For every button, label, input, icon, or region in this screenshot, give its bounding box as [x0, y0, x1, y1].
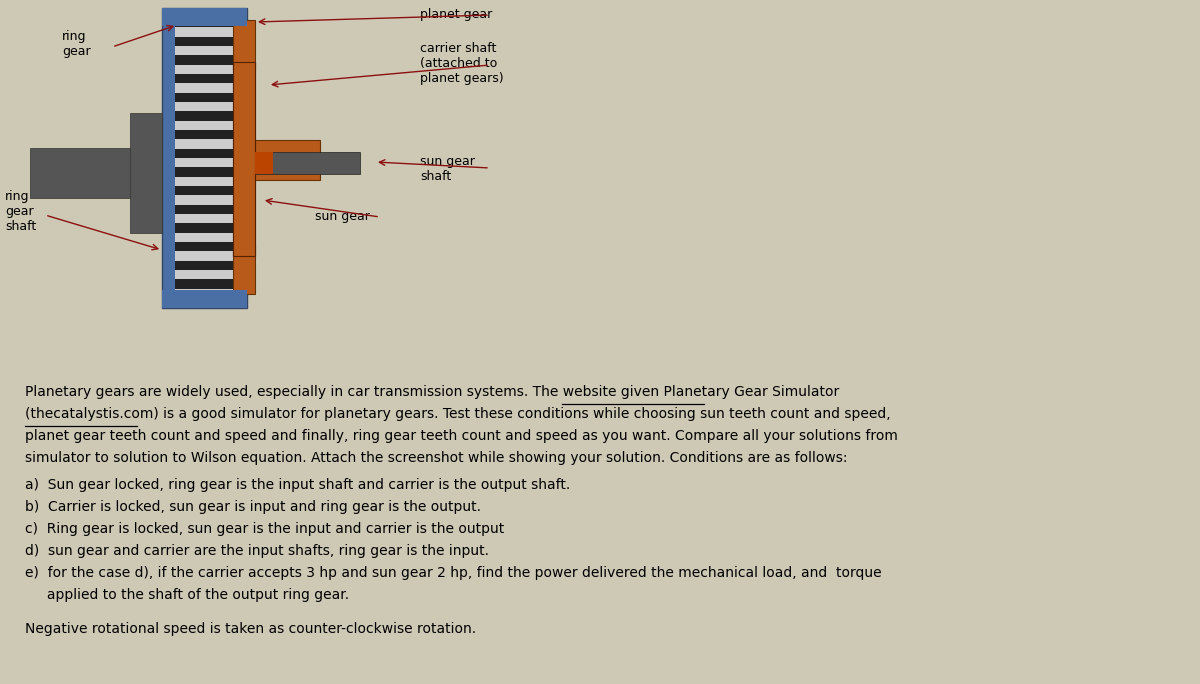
Bar: [233, 62, 256, 256]
Bar: [175, 279, 233, 289]
Bar: [175, 289, 233, 298]
Text: carrier shaft
(attached to
planet gears): carrier shaft (attached to planet gears): [420, 42, 504, 85]
Text: (thecatalystis.com) is a good simulator for planetary gears. Test these conditio: (thecatalystis.com) is a good simulator …: [25, 407, 890, 421]
Bar: [175, 205, 233, 214]
Bar: [256, 152, 274, 174]
Text: ring
gear: ring gear: [62, 30, 91, 58]
Bar: [175, 130, 233, 140]
Bar: [233, 62, 256, 256]
Text: applied to the shaft of the output ring gear.: applied to the shaft of the output ring …: [25, 588, 349, 602]
Bar: [175, 140, 233, 148]
Bar: [175, 251, 233, 261]
Bar: [175, 224, 233, 233]
Bar: [256, 152, 360, 174]
Bar: [175, 37, 233, 46]
Bar: [175, 18, 233, 27]
Bar: [256, 140, 320, 180]
Bar: [175, 168, 233, 176]
Bar: [175, 214, 233, 224]
Bar: [162, 290, 247, 308]
Text: b)  Carrier is locked, sun gear is input and ring gear is the output.: b) Carrier is locked, sun gear is input …: [25, 500, 481, 514]
Bar: [175, 102, 233, 111]
Bar: [175, 92, 233, 102]
Bar: [175, 148, 233, 158]
Bar: [175, 242, 233, 251]
Text: a)  Sun gear locked, ring gear is the input shaft and carrier is the output shaf: a) Sun gear locked, ring gear is the inp…: [25, 478, 570, 492]
Bar: [175, 196, 233, 205]
Text: sun gear: sun gear: [314, 210, 370, 223]
Bar: [175, 233, 233, 242]
Bar: [233, 20, 256, 70]
Text: planet gear teeth count and speed and finally, ring gear teeth count and speed a: planet gear teeth count and speed and fi…: [25, 429, 898, 443]
Text: sun gear
shaft: sun gear shaft: [420, 155, 475, 183]
Bar: [175, 83, 233, 92]
Text: d)  sun gear and carrier are the input shafts, ring gear is the input.: d) sun gear and carrier are the input sh…: [25, 544, 490, 558]
Bar: [175, 120, 233, 130]
Text: e)  for the case d), if the carrier accepts 3 hp and sun gear 2 hp, find the pow: e) for the case d), if the carrier accep…: [25, 566, 882, 580]
Text: c)  Ring gear is locked, sun gear is the input and carrier is the output: c) Ring gear is locked, sun gear is the …: [25, 522, 504, 536]
Bar: [175, 55, 233, 65]
Bar: [175, 27, 233, 37]
Text: planet gear: planet gear: [420, 8, 492, 21]
Text: simulator to solution to Wilson equation. Attach the screenshot while showing yo: simulator to solution to Wilson equation…: [25, 451, 847, 465]
Bar: [175, 261, 233, 270]
Bar: [175, 158, 233, 168]
Bar: [175, 176, 233, 186]
Bar: [30, 148, 162, 198]
Bar: [175, 111, 233, 120]
Bar: [233, 246, 256, 294]
Bar: [130, 113, 162, 233]
Text: Negative rotational speed is taken as counter-clockwise rotation.: Negative rotational speed is taken as co…: [25, 622, 476, 636]
Bar: [175, 74, 233, 83]
Bar: [175, 186, 233, 196]
Bar: [175, 65, 233, 74]
Text: ring
gear
shaft: ring gear shaft: [5, 190, 36, 233]
Bar: [175, 46, 233, 55]
Bar: [162, 8, 247, 308]
Bar: [175, 18, 233, 298]
Text: Planetary gears are widely used, especially in car transmission systems. The web: Planetary gears are widely used, especia…: [25, 385, 839, 399]
Bar: [162, 8, 247, 26]
Bar: [175, 270, 233, 279]
